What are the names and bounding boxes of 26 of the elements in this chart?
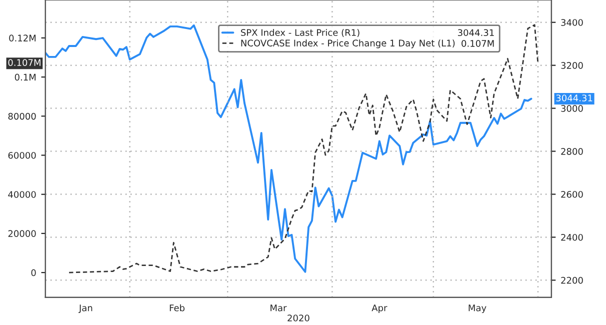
y2-tick-label: 2800 — [561, 148, 583, 155]
y-tick-label: 20000 — [8, 230, 36, 237]
text: 0.107M — [8, 59, 40, 66]
y2-tick-label: 3400 — [561, 19, 583, 26]
x-tick-label: May — [468, 304, 486, 314]
x-tick-label: Apr — [372, 304, 388, 314]
y2-tick-label: 2200 — [561, 276, 583, 284]
annotation: 3044.31 — [458, 29, 494, 36]
y-tick-label: 0.12M — [9, 34, 36, 42]
text: 3044.31 — [556, 94, 592, 102]
x-axis-title: 2020 — [288, 314, 310, 322]
y-tick-label: 40000 — [8, 191, 36, 198]
legend-label: NCOVCASE Index - Price Change 1 Day Net (L1) — [241, 39, 455, 48]
y2-tick-label: 3000 — [561, 105, 583, 112]
x-tick-label: Mar — [270, 304, 287, 312]
y-tick-label: 60000 — [8, 152, 36, 159]
x-tick-label: Feb — [170, 304, 185, 312]
y-tick-label: 0 — [31, 269, 36, 276]
y-tick-label: 0.1M — [14, 74, 36, 81]
y2-tick-label: 2600 — [561, 190, 583, 198]
y-tick-label: 80000 — [8, 112, 36, 120]
legend-label: SPX Index - Last Price (R1) — [240, 28, 360, 37]
y2-tick-label: 2400 — [561, 234, 583, 241]
annotation: 0.107M — [462, 40, 494, 47]
x-tick-label: Jan — [78, 304, 92, 313]
y2-tick-label: 3200 — [561, 62, 583, 69]
